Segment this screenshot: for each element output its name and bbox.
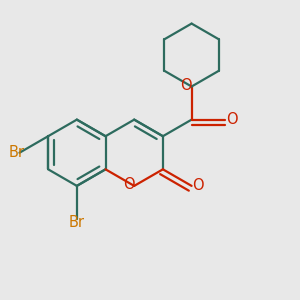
Text: O: O	[180, 78, 192, 93]
Text: O: O	[124, 177, 135, 192]
Text: O: O	[226, 112, 237, 127]
Text: O: O	[193, 178, 204, 194]
Text: Br: Br	[69, 215, 85, 230]
Text: Br: Br	[8, 145, 24, 160]
